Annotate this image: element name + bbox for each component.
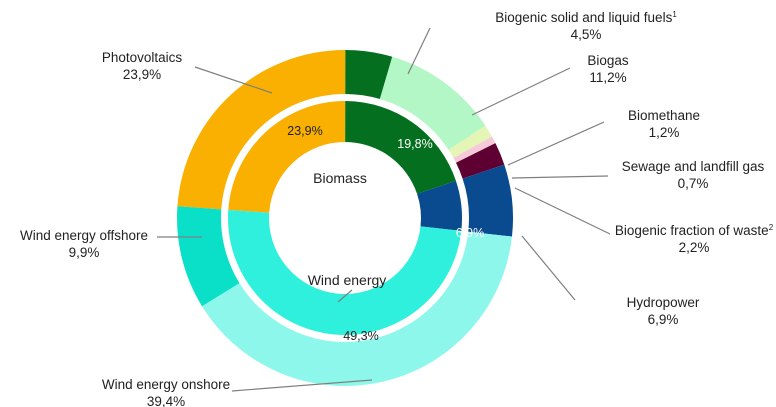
outer-slice-photovoltaics xyxy=(177,49,346,210)
outer-slice-biogenic-fraction-of-waste xyxy=(456,143,505,179)
inner-label-photovoltaics: 23,9% xyxy=(287,124,322,138)
leader-biogenic-waste xyxy=(514,187,611,235)
label-biogenic-fuels-value: 4,5% xyxy=(571,27,602,42)
inner-label-wind: 49,3% xyxy=(343,329,378,343)
label-biogenic-fuels: Biogenic solid and liquid fuels1 xyxy=(495,10,677,25)
outer-ring xyxy=(177,49,513,386)
leader-biogas xyxy=(471,67,571,116)
label-biogas: Biogas xyxy=(587,53,629,68)
label-photovoltaics-value: 23,9% xyxy=(123,67,161,82)
label-biogas-value: 11,2% xyxy=(589,70,626,85)
inner-label-hydropower: 6,9% xyxy=(456,226,485,240)
label-hydropower-value: 6,9% xyxy=(648,312,679,327)
outer-slice-wind-energy-onshore xyxy=(202,231,512,386)
label-sewage: Sewage and landfill gas xyxy=(622,159,765,174)
label-biogenic-waste-value: 2,2% xyxy=(679,240,710,255)
leader-wind-center xyxy=(337,289,353,303)
label-offshore: Wind energy offshore xyxy=(20,228,148,243)
leader-biomethane xyxy=(507,121,605,166)
label-onshore-value: 39,4% xyxy=(147,394,185,407)
inner-slice-biomass xyxy=(345,101,456,194)
label-biomethane: Biomethane xyxy=(628,108,700,123)
inner-slice-photovoltaics xyxy=(228,100,346,213)
leader-onshore xyxy=(231,379,373,392)
leader-hydropower xyxy=(521,235,576,301)
outer-slice-biomethane xyxy=(448,125,492,158)
leader-lines xyxy=(157,27,611,392)
label-offshore-value: 9,9% xyxy=(69,245,100,260)
leader-biogenic-fuels xyxy=(407,27,431,75)
label-hydropower: Hydropower xyxy=(627,295,700,310)
center-label-biomass: Biomass xyxy=(313,170,367,186)
label-sewage-value: 0,7% xyxy=(678,176,709,191)
leader-photovoltaics xyxy=(194,66,273,94)
inner-ring xyxy=(227,100,462,335)
inner-slice-hydropower xyxy=(417,180,462,231)
inner-label-biomass: 19,8% xyxy=(397,137,432,151)
label-biogenic-waste: Biogenic fraction of waste2 xyxy=(615,223,774,238)
outer-slice-biogenic-solid-and-liquid-fuels xyxy=(345,50,393,100)
label-onshore: Wind energy onshore xyxy=(102,377,230,392)
label-biomethane-value: 1,2% xyxy=(649,125,680,140)
outer-slice-wind-energy-offshore xyxy=(177,206,240,307)
center-label-wind: Wind energy xyxy=(308,272,387,288)
inner-slice-wind-energy xyxy=(227,209,462,335)
outer-slice-sewage-and-landfill-gas xyxy=(453,136,496,163)
outer-slice-hydropower xyxy=(462,164,513,237)
label-photovoltaics: Photovoltaics xyxy=(102,50,183,65)
leader-sewage xyxy=(511,175,609,179)
outer-slice-biogas xyxy=(379,56,486,150)
